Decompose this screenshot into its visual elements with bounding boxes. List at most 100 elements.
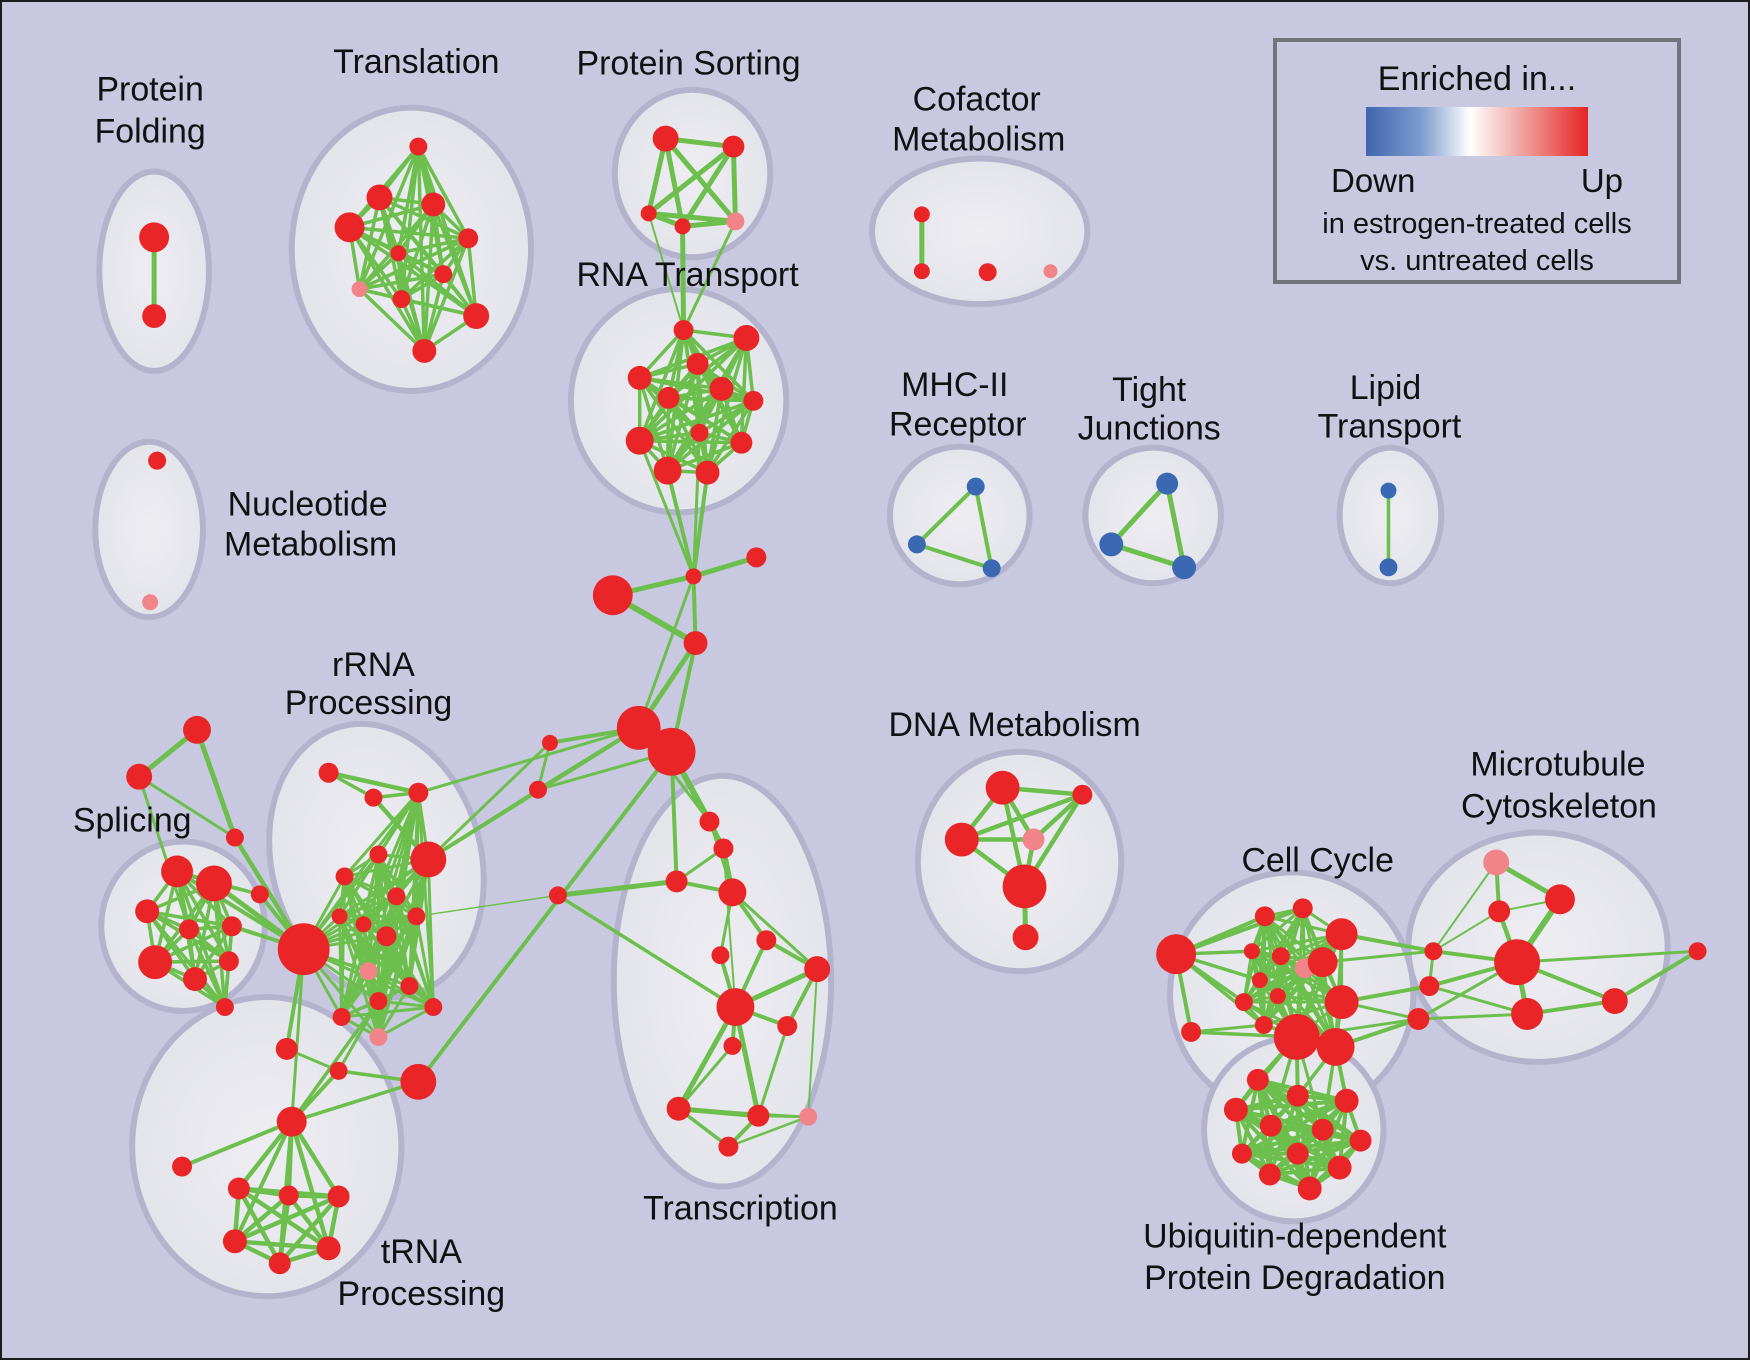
node-down-151: [1380, 482, 1397, 499]
node-up-12: [412, 339, 437, 363]
edge: [1517, 949, 1698, 964]
node-up-80: [699, 811, 720, 832]
cluster-ellipse-lipid-transport: [1336, 444, 1445, 587]
edge-rrna-mesh: [378, 999, 434, 1009]
edge-rrna-mesh: [377, 853, 418, 918]
edge: [677, 1044, 734, 1110]
edge: [289, 1121, 331, 1249]
legend-title: Enriched in...: [1377, 60, 1577, 98]
edge-translation-mesh: [358, 287, 426, 353]
node-up-143: [148, 451, 167, 470]
node-up-73: [172, 1156, 193, 1177]
cluster-ellipse-cofactor-metabolism: [869, 155, 1091, 308]
cluster-ellipse-nucleotide-metabolism: [92, 438, 206, 621]
edge: [328, 770, 419, 795]
cluster-label-cell-cycle: Cell Cycle: [1241, 841, 1393, 879]
node-down-147: [982, 559, 1001, 578]
cluster-label-transcription: Transcription: [643, 1189, 838, 1227]
node-up-81: [713, 838, 734, 859]
node-up-77: [222, 1229, 247, 1254]
node-up-103: [1254, 906, 1275, 927]
edge-rrna-mesh: [338, 915, 380, 1038]
node-up-106: [1271, 947, 1290, 966]
cluster-label-microtubule-cytoskeleton-line2: Cytoskeleton: [1461, 788, 1657, 826]
cluster-label-lipid-transport-line1: Lipid: [1350, 369, 1422, 407]
edge: [1109, 481, 1169, 547]
node-up-135: [1286, 1142, 1309, 1165]
node-up-56: [329, 1061, 348, 1080]
node-up-82: [665, 870, 688, 893]
node-up-85: [711, 946, 730, 965]
edge-rna-transport-mesh: [739, 337, 749, 443]
edge-rrna-mesh: [394, 896, 411, 987]
node-up-0: [139, 222, 170, 253]
cluster-label-protein-folding-line1: Protein: [96, 71, 203, 109]
edge-protein-sorting-mesh: [663, 136, 738, 223]
legend-caption: in estrogen-treated cells vs. untreated …: [1322, 206, 1632, 280]
node-up-47: [355, 916, 372, 933]
edge-rrna-mesh: [343, 791, 420, 878]
node-up-6: [458, 228, 479, 249]
node-up-64: [196, 865, 232, 902]
edge-translation-mesh: [422, 237, 470, 352]
node-up-30: [685, 568, 702, 585]
edge-protein-sorting-mesh: [663, 138, 686, 227]
edge-splicing-mesh: [145, 910, 227, 1009]
node-up-62: [225, 828, 244, 847]
cluster-label-mhc-ii-receptor-line1: MHC-II: [901, 366, 1008, 404]
node-up-65: [135, 899, 160, 924]
edge-rrna-mesh: [340, 915, 418, 1018]
node-up-18: [673, 320, 694, 341]
edge: [194, 729, 238, 839]
node-up-101: [1156, 934, 1197, 975]
node-up-70: [218, 951, 239, 972]
node-up-97: [944, 822, 979, 857]
node-up-55: [275, 1037, 298, 1060]
edge: [915, 485, 978, 546]
node-up-32: [592, 575, 633, 616]
node-up-140: [913, 263, 930, 280]
edge: [1613, 949, 1699, 1003]
node-up-7: [390, 245, 407, 262]
node-up-99: [1002, 864, 1047, 909]
edge: [1418, 1012, 1528, 1021]
edge: [416, 750, 674, 1084]
edge: [290, 1000, 380, 1123]
node-up-14: [722, 135, 745, 158]
edge-rrna-mesh: [414, 916, 435, 1008]
edge-translation-mesh: [422, 273, 445, 352]
node-up-89: [777, 1016, 798, 1036]
node-up-11: [463, 303, 490, 330]
node-up-136: [1327, 1155, 1352, 1180]
edge-trna-hexagon: [278, 1194, 341, 1265]
edge: [290, 949, 306, 1122]
node-up-105: [1243, 943, 1260, 960]
legend-box: Enriched in... Down Up in estrogen-treat…: [1273, 38, 1681, 284]
cluster-label-trna-processing-line2: Processing: [338, 1275, 506, 1313]
edge: [691, 472, 710, 577]
node-up-93: [799, 1107, 818, 1126]
cluster-label-trna-processing-line1: tRNA: [381, 1233, 462, 1271]
node-up-38: [318, 762, 339, 783]
node-up-67: [221, 916, 242, 937]
node-up-54: [424, 998, 443, 1017]
node-up-115: [1273, 1014, 1320, 1060]
node-up-52: [369, 992, 388, 1011]
node-up-86: [756, 930, 777, 951]
node-up-60: [183, 715, 211, 744]
edge: [427, 788, 539, 861]
node-up-137: [1258, 1163, 1281, 1186]
node-up-128: [1286, 1084, 1309, 1107]
node-down-149: [1099, 532, 1124, 557]
edge: [1428, 984, 1528, 1016]
cluster-label-cofactor-metabolism-line2: Metabolism: [892, 121, 1065, 159]
edge-rrna-mesh: [339, 894, 397, 918]
node-up-16: [674, 218, 691, 235]
edge: [416, 894, 559, 918]
cluster-label-protein-sorting: Protein Sorting: [577, 45, 801, 83]
node-up-34: [616, 705, 661, 750]
edge-cell-cycle-mesh: [1250, 907, 1304, 953]
node-up-25: [625, 426, 654, 455]
node-up-79: [268, 1252, 291, 1275]
edge: [137, 776, 191, 930]
